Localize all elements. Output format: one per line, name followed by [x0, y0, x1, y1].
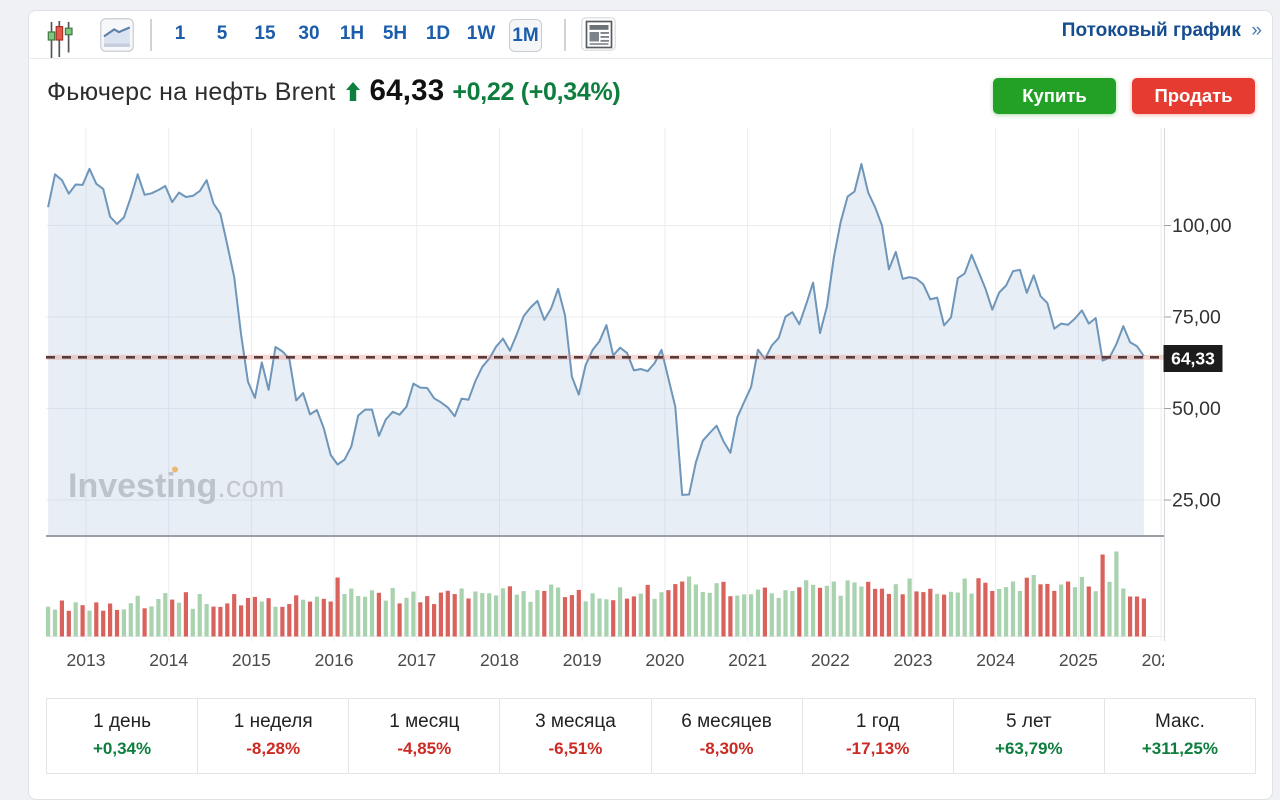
svg-text:2021: 2021 — [728, 650, 767, 670]
svg-text:2026: 2026 — [1142, 650, 1181, 670]
svg-text:2013: 2013 — [67, 650, 106, 670]
svg-text:2014: 2014 — [149, 650, 188, 670]
svg-text:50,00: 50,00 — [1172, 398, 1221, 420]
svg-text:2023: 2023 — [894, 650, 933, 670]
svg-text:100,00: 100,00 — [1172, 215, 1232, 237]
svg-text:25,00: 25,00 — [1172, 490, 1221, 512]
svg-text:64,33: 64,33 — [1171, 349, 1215, 369]
svg-text:Investing.com: Investing.com — [68, 467, 284, 505]
svg-text:2018: 2018 — [480, 650, 519, 670]
svg-text:2022: 2022 — [811, 650, 850, 670]
svg-text:2020: 2020 — [645, 650, 684, 670]
svg-text:75,00: 75,00 — [1172, 307, 1221, 329]
svg-text:2024: 2024 — [976, 650, 1015, 670]
svg-text:2015: 2015 — [232, 650, 271, 670]
svg-text:2025: 2025 — [1059, 650, 1098, 670]
svg-text:2017: 2017 — [397, 650, 436, 670]
svg-text:2019: 2019 — [563, 650, 602, 670]
svg-text:2016: 2016 — [315, 650, 354, 670]
